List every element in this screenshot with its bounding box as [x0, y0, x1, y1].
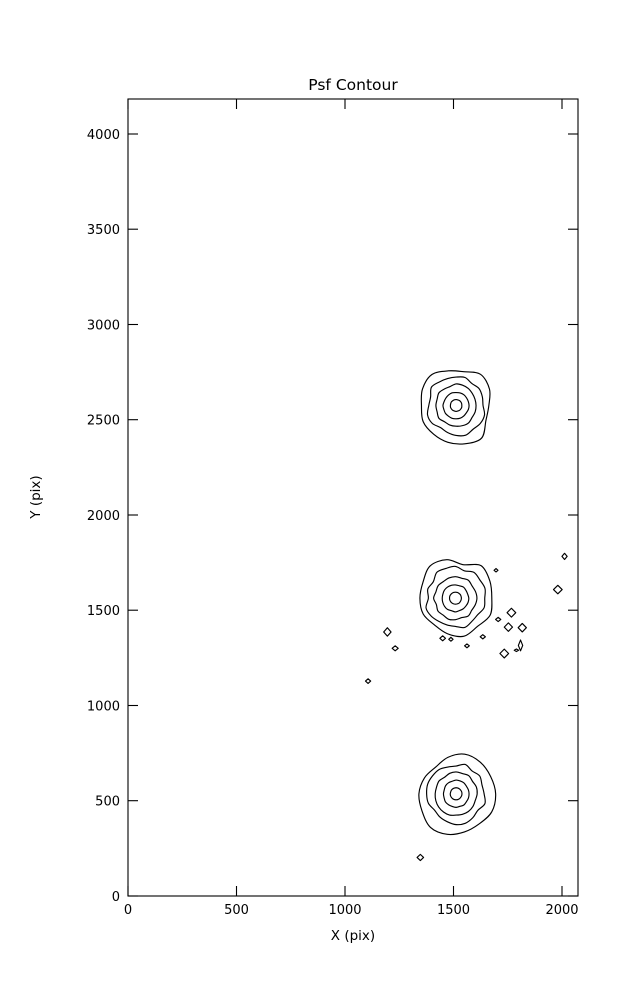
psf-source-bottom [418, 753, 497, 836]
noise-contour [364, 678, 372, 684]
y-tick-label: 3500 [87, 223, 120, 238]
contour-level-3 [442, 391, 470, 420]
y-tick-label: 0 [112, 890, 120, 905]
noise-contour [506, 607, 517, 618]
noise-contour [495, 616, 502, 623]
x-tick-marks [127, 99, 563, 896]
contour-level-1 [425, 565, 486, 629]
y-tick-label: 1500 [87, 604, 120, 619]
y-tick-label: 2000 [87, 509, 120, 524]
noise-contour [499, 648, 510, 659]
noise-contour [503, 622, 514, 632]
contour-level-4 [449, 399, 463, 412]
x-tick-label: 1500 [437, 903, 470, 918]
noise-contour [561, 552, 568, 561]
noise-contour [517, 639, 524, 652]
contour-level-3 [442, 779, 470, 808]
contour-level-3 [441, 584, 470, 613]
contour-level-1 [426, 763, 486, 826]
noise-contour [464, 643, 470, 649]
noise-contour [448, 636, 454, 642]
noise-contour [517, 622, 527, 633]
noise-contour [383, 627, 392, 637]
x-axis-label: X (pix) [331, 928, 375, 944]
y-tick-label: 3000 [87, 319, 120, 334]
noise-contour [416, 853, 425, 862]
contour-level-4 [449, 787, 463, 801]
psf-source-middle [419, 559, 493, 638]
contour-level-1 [426, 376, 486, 437]
y-tick-marks [128, 133, 578, 897]
x-tick-label: 1000 [328, 903, 361, 918]
contour-level-0 [418, 753, 497, 836]
page-title: Psf Contour [308, 76, 398, 94]
y-tick-label: 500 [95, 795, 120, 810]
psf-source-top [420, 370, 491, 445]
contour-level-2 [434, 771, 478, 816]
contour-level-0 [419, 559, 493, 638]
contour-level-0 [420, 370, 491, 445]
noise-contour [391, 645, 399, 652]
noise-contour [552, 584, 563, 595]
x-tick-label: 0 [124, 903, 132, 918]
noise-contour [439, 635, 447, 642]
y-tick-label: 4000 [87, 128, 120, 143]
x-tick-label: 500 [224, 903, 249, 918]
x-tick-label: 2000 [545, 903, 578, 918]
y-tick-label: 1000 [87, 700, 120, 715]
axes-frame [127, 98, 579, 897]
noise-contour [513, 648, 520, 653]
x-tick-labels: 0 500 1000 1500 2000 [124, 903, 579, 918]
contour-level-2 [433, 576, 478, 621]
noise-contour-group [364, 552, 568, 862]
y-tick-label: 2500 [87, 414, 120, 429]
noise-contour [479, 634, 486, 640]
y-axis-label: Y (pix) [28, 475, 44, 519]
noise-contour [493, 567, 499, 573]
y-tick-labels: 0 500 1000 1500 2000 2500 3000 3500 4000 [87, 128, 120, 905]
contour-layer [364, 370, 568, 862]
contour-level-2 [435, 383, 477, 427]
contour-level-4 [448, 591, 462, 605]
